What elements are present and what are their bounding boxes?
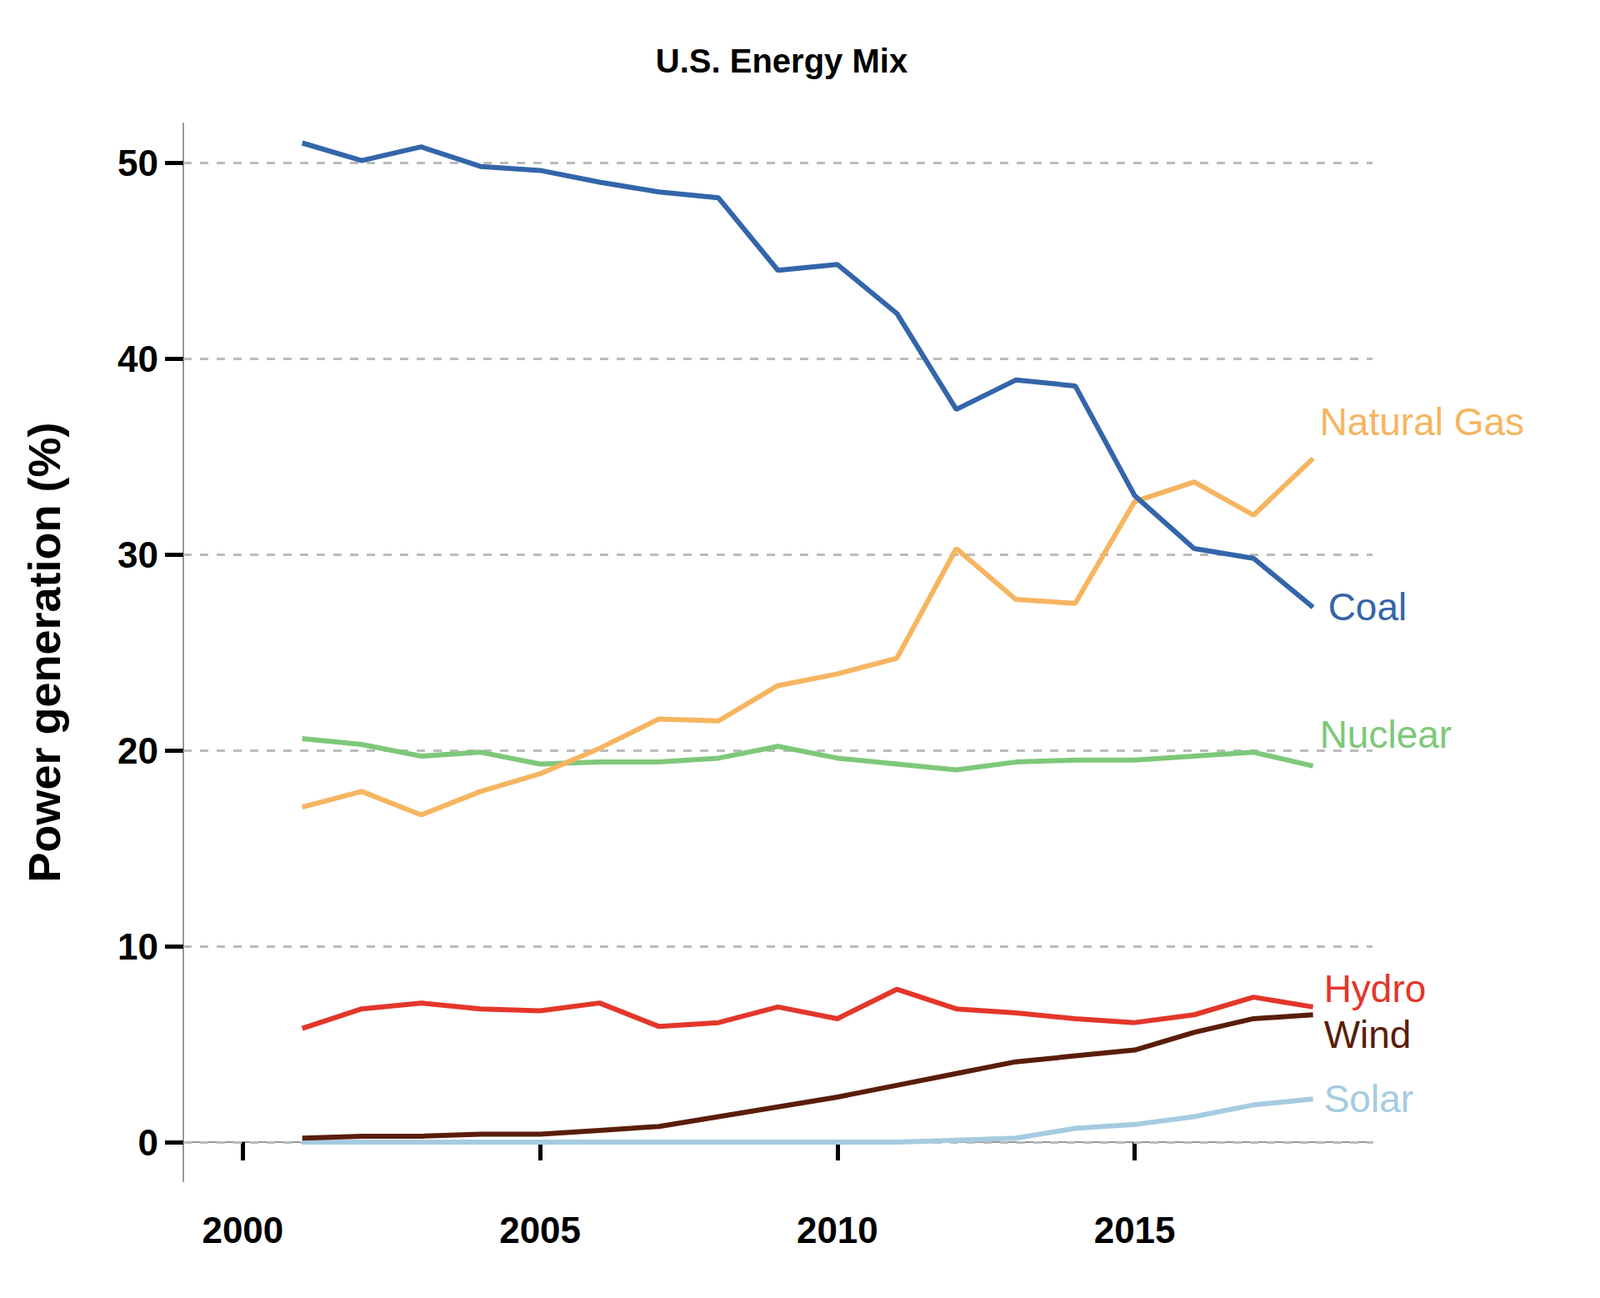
svg-text:20: 20 xyxy=(117,730,159,771)
svg-text:Hydro: Hydro xyxy=(1324,966,1427,1010)
svg-text:Coal: Coal xyxy=(1328,585,1408,629)
svg-text:U.S. Energy Mix: U.S. Energy Mix xyxy=(655,42,908,80)
svg-text:Wind: Wind xyxy=(1324,1012,1412,1056)
svg-text:2005: 2005 xyxy=(499,1209,581,1250)
svg-text:Nuclear: Nuclear xyxy=(1320,712,1453,756)
svg-text:40: 40 xyxy=(117,338,159,380)
svg-text:2015: 2015 xyxy=(1094,1209,1176,1250)
svg-text:2000: 2000 xyxy=(201,1209,284,1250)
svg-text:10: 10 xyxy=(117,925,159,967)
svg-text:30: 30 xyxy=(117,534,159,575)
svg-text:Natural Gas: Natural Gas xyxy=(1320,400,1525,444)
svg-text:0: 0 xyxy=(138,1121,159,1163)
svg-text:Solar: Solar xyxy=(1324,1076,1414,1120)
svg-text:Power generation (%): Power generation (%) xyxy=(19,421,70,882)
svg-text:2010: 2010 xyxy=(796,1209,879,1250)
svg-text:50: 50 xyxy=(117,142,159,184)
